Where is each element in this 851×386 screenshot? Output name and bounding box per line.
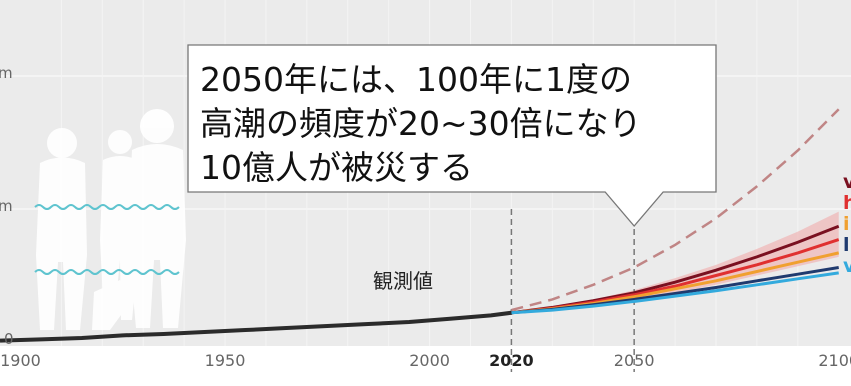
callout-text: 2050年には、100年に1度の高潮の頻度が20~30倍になり 10億人が被災する — [200, 60, 642, 187]
x-tick-label: 1900 — [0, 351, 41, 370]
y-tick-label: m — [0, 197, 13, 215]
people-silhouette-icon — [36, 109, 186, 330]
legend-letter: v — [843, 255, 851, 277]
wave-mark — [34, 269, 180, 275]
callout-line: 高潮の頻度が20~30倍になり — [200, 104, 642, 143]
x-tick-label: 2000 — [409, 351, 450, 370]
observed-label: 観測値 — [373, 269, 433, 293]
water-level-marks — [34, 204, 180, 275]
observed-line — [0, 310, 512, 343]
projection-uncertainty-band — [511, 211, 839, 315]
y-axis: 0 m m — [0, 64, 14, 348]
legend-letter: i — [843, 213, 850, 235]
scenario-line-5 — [511, 271, 839, 315]
y-tick-label: 0 — [4, 330, 14, 348]
callout-bubble — [187, 44, 717, 228]
y-tick-label: m — [0, 64, 13, 82]
callout-line: 10億人が被災する — [200, 148, 473, 187]
scenario-lines — [511, 224, 840, 315]
callout-line: 2050年には、100年に1度の — [200, 60, 632, 99]
wave-mark — [34, 204, 180, 210]
x-tick-label: 2050 — [614, 351, 655, 370]
year-marker-lines — [510, 209, 635, 372]
x-tick-label: 2020 — [489, 351, 534, 370]
high-scenario-dashed-line — [511, 108, 840, 312]
legend-letter: l — [843, 234, 850, 256]
legend-letter: h — [843, 192, 851, 214]
x-tick-label: 1950 — [205, 351, 246, 370]
legend-letter: v — [843, 171, 851, 193]
